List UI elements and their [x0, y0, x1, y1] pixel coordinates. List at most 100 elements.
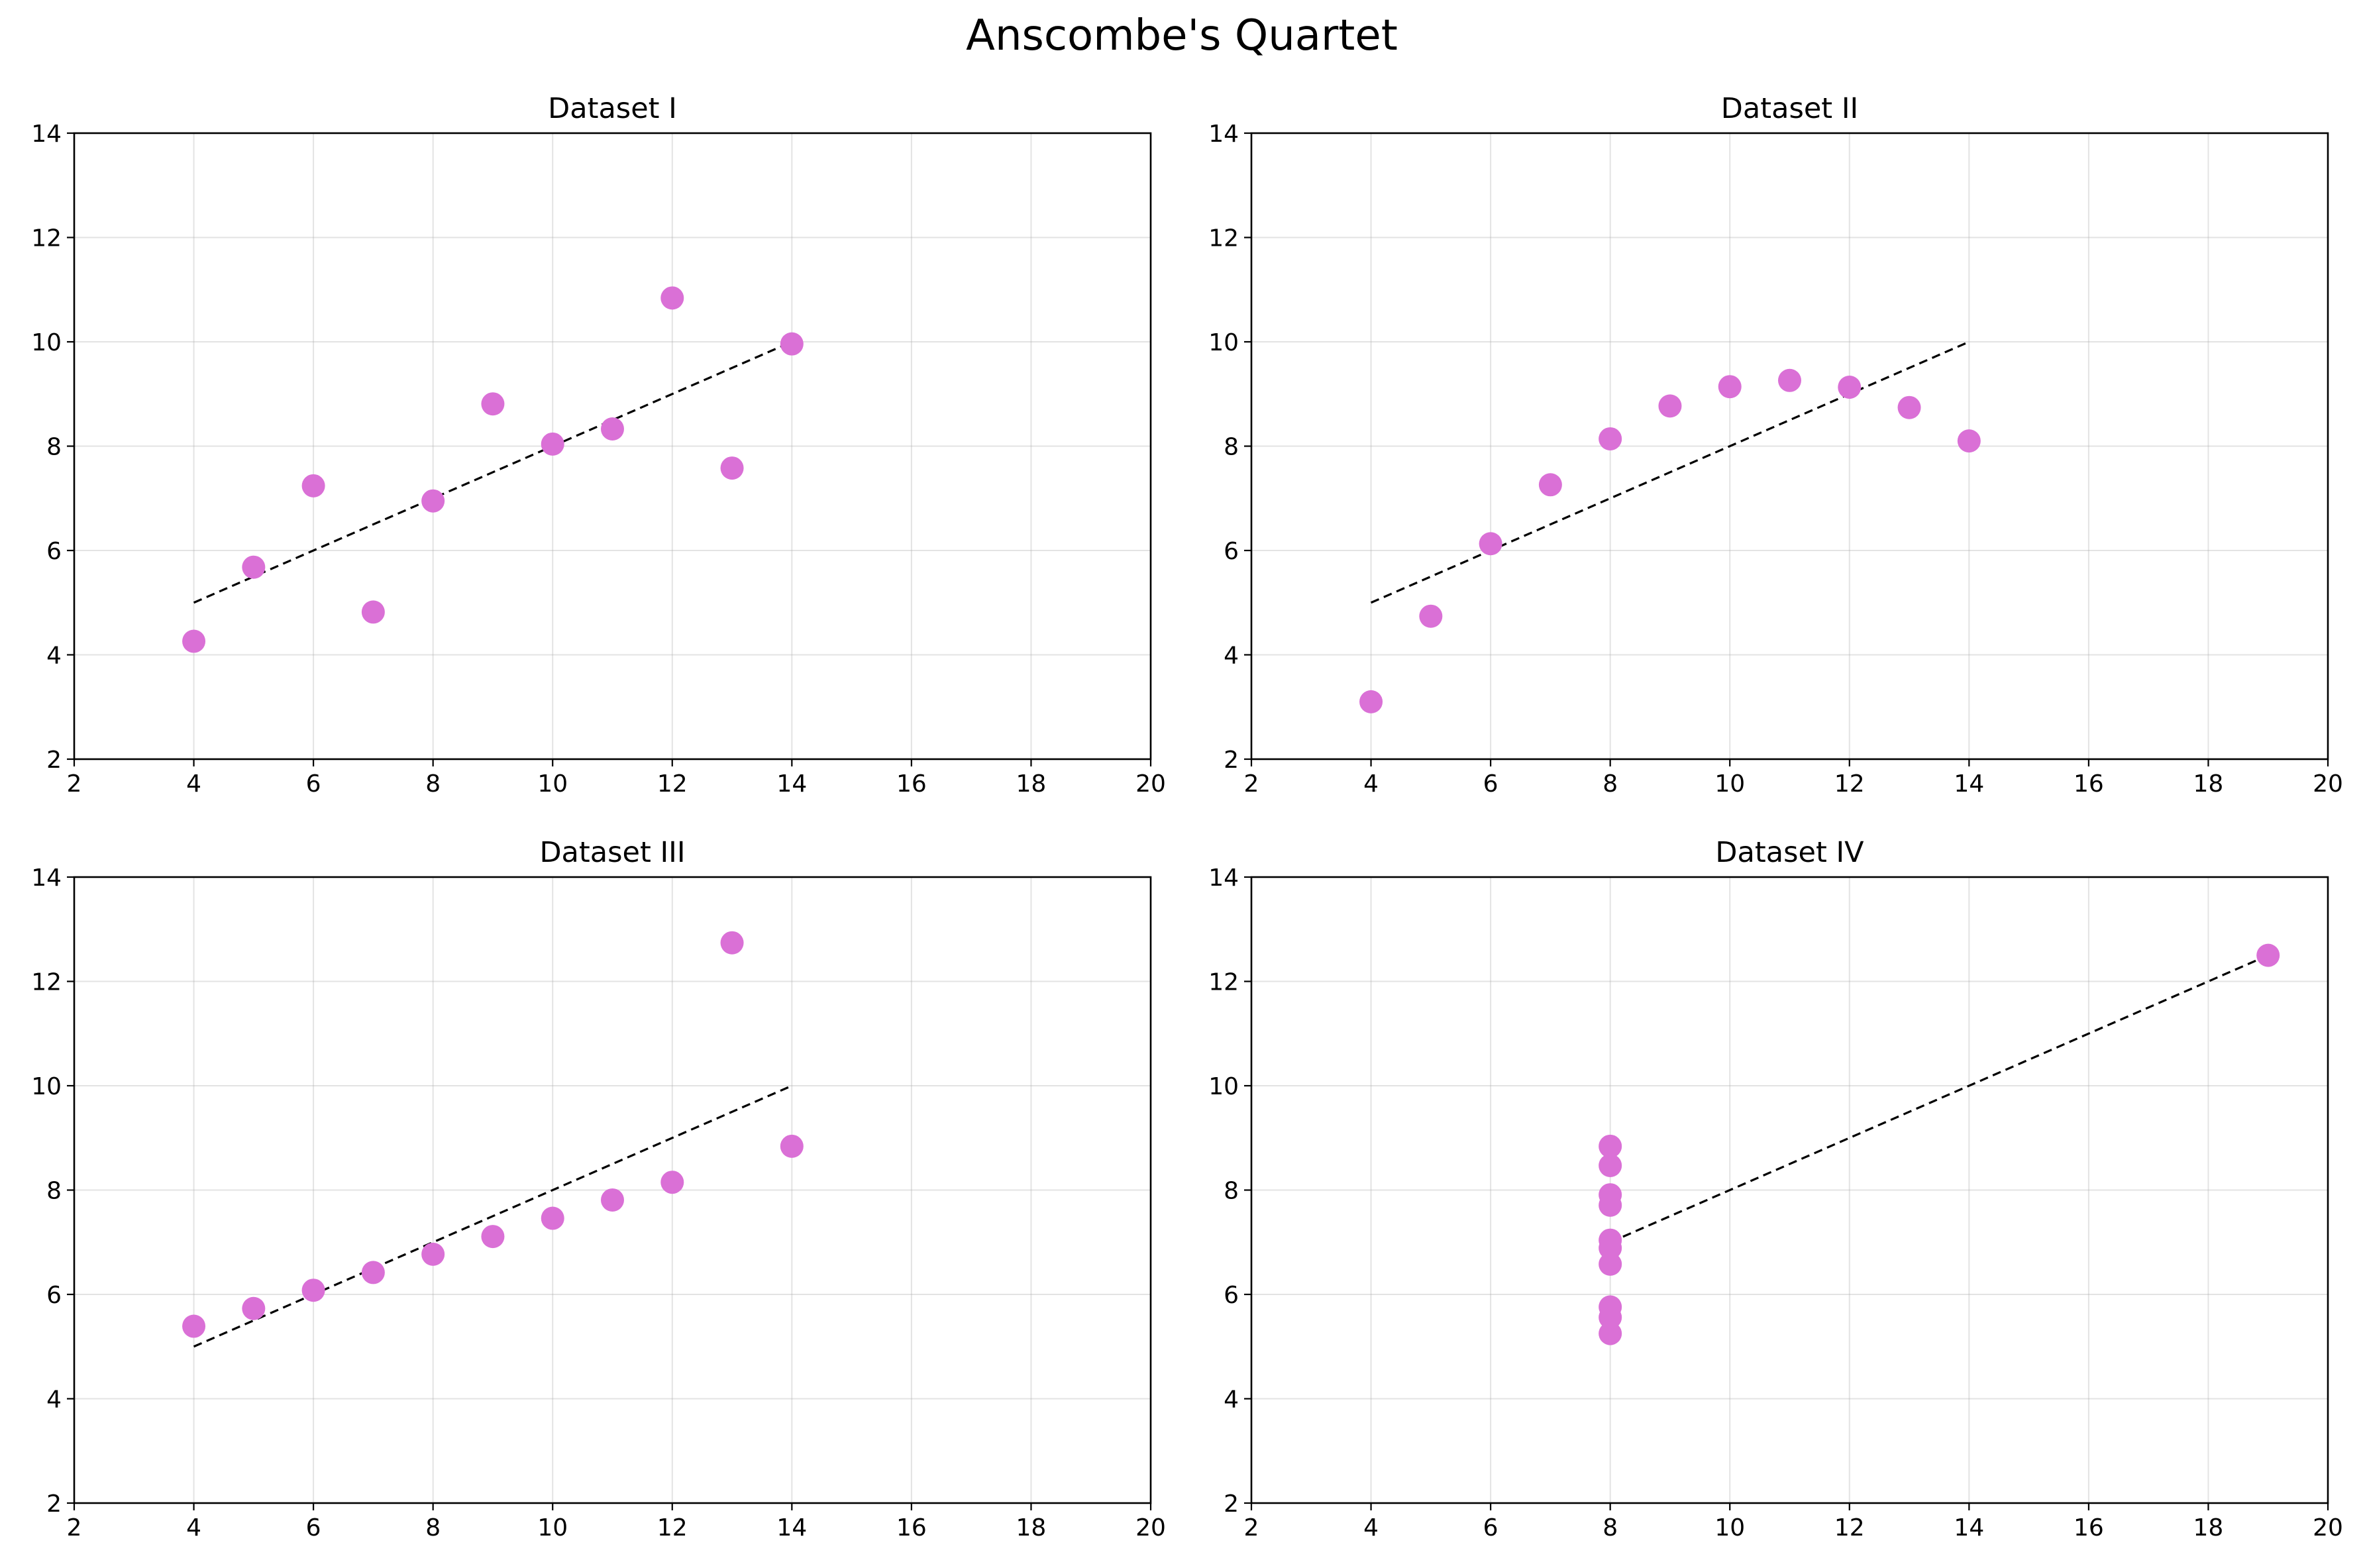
data-point	[1599, 1306, 1622, 1330]
data-point	[1599, 1134, 1622, 1158]
x-tick-label: 8	[425, 1514, 441, 1542]
x-tick-label: 10	[537, 1514, 568, 1542]
y-tick-label: 8	[46, 1178, 62, 1205]
x-tick-label: 4	[186, 770, 201, 798]
x-tick-label: 14	[1954, 1514, 1984, 1542]
data-point	[1599, 427, 1622, 450]
data-point	[660, 1171, 684, 1194]
y-tick-label: 2	[46, 747, 62, 774]
y-tick-label: 12	[1208, 225, 1239, 252]
x-tick-label: 6	[1483, 770, 1498, 798]
x-tick-label: 6	[306, 770, 321, 798]
y-tick-label: 14	[1208, 864, 1239, 892]
data-point	[780, 332, 804, 356]
y-tick-label: 4	[1224, 1386, 1239, 1414]
panel-3: 2 4 6 8 10 12 14 16 18 20 2 4 6 8 10 12 14 Dataset III	[31, 836, 1166, 1542]
x-tick-label: 18	[1016, 1514, 1047, 1542]
y-tick-label: 10	[31, 1073, 62, 1100]
data-point	[601, 1188, 624, 1212]
y-tick-label: 6	[1224, 538, 1239, 565]
data-point	[2256, 943, 2280, 967]
x-tick-label: 16	[2074, 1514, 2104, 1542]
panel-title: Dataset II	[1721, 92, 1858, 125]
x-tick-label: 8	[1603, 1514, 1618, 1542]
panel-title: Dataset III	[539, 836, 685, 869]
fit-line	[1610, 954, 2269, 1243]
data-point	[1599, 1236, 1622, 1260]
x-tick-label: 16	[2074, 770, 2104, 798]
x-tick-label: 20	[2313, 770, 2343, 798]
x-tick-label: 18	[2193, 770, 2224, 798]
data-point	[720, 456, 744, 480]
x-tick-label: 8	[425, 770, 441, 798]
x-tick-label: 20	[1135, 1514, 1166, 1542]
panel-1: 2 4 6 8 10 12 14 16 18 20 2 4 6 8 10 12 14 Dataset I	[31, 92, 1166, 798]
data-point	[361, 1261, 385, 1284]
x-tick-label: 16	[896, 770, 927, 798]
data-point	[1718, 375, 1742, 399]
data-point	[1479, 532, 1502, 556]
panel-4: 2 4 6 8 10 12 14 16 18 20 2 4 6 8 10 12 14 Dataset IV	[1208, 836, 2343, 1542]
x-tick-label: 20	[1135, 770, 1166, 798]
y-tick-label: 6	[1224, 1282, 1239, 1309]
data-point	[601, 417, 624, 441]
data-point	[1658, 394, 1682, 418]
y-tick-label: 2	[46, 1490, 62, 1518]
x-tick-label: 18	[1016, 770, 1047, 798]
data-point	[361, 600, 385, 624]
data-point	[541, 1206, 564, 1230]
fit-line	[193, 340, 792, 604]
y-tick-label: 14	[31, 121, 62, 148]
y-tick-label: 12	[31, 969, 62, 996]
y-tick-label: 8	[1224, 434, 1239, 461]
y-tick-label: 2	[1224, 1490, 1239, 1518]
y-tick-label: 14	[1208, 121, 1239, 148]
panel-2: 2 4 6 8 10 12 14 16 18 20 2 4 6 8 10 12 14 Dataset II	[1208, 92, 2343, 798]
data-point	[1419, 604, 1443, 628]
data-point	[1538, 473, 1562, 497]
fit-line	[193, 1084, 792, 1348]
data-point	[1897, 395, 1921, 419]
x-tick-label: 4	[1363, 1514, 1379, 1542]
data-point	[242, 555, 266, 579]
x-tick-label: 2	[67, 770, 82, 798]
panel-title: Dataset I	[548, 92, 677, 125]
x-tick-label: 6	[306, 1514, 321, 1542]
x-tick-label: 2	[1244, 770, 1259, 798]
data-point	[541, 432, 564, 456]
y-tick-label: 4	[46, 643, 62, 670]
x-tick-label: 18	[2193, 1514, 2224, 1542]
y-tick-label: 10	[31, 329, 62, 356]
fit-line	[1370, 340, 1970, 604]
y-tick-label: 14	[31, 864, 62, 892]
data-point	[242, 1296, 266, 1320]
data-point	[1599, 1153, 1622, 1177]
y-tick-label: 6	[46, 1282, 62, 1309]
data-point	[421, 489, 445, 513]
data-point	[182, 629, 206, 653]
x-tick-label: 4	[186, 1514, 201, 1542]
x-tick-label: 12	[657, 770, 688, 798]
data-point	[1778, 368, 1801, 392]
panels-group: 2 4 6 8 10 12 14 16 18 20 2 4 6 8 10 12 14 Dataset I 2 4 6 8 1…	[31, 92, 2343, 1542]
data-point	[1599, 1183, 1622, 1207]
x-tick-label: 14	[776, 770, 807, 798]
x-tick-label: 14	[1954, 770, 1984, 798]
x-tick-label: 12	[657, 1514, 688, 1542]
data-point	[1359, 690, 1383, 713]
data-point	[1957, 429, 1981, 453]
data-point	[1599, 1322, 1622, 1345]
x-tick-label: 10	[1714, 1514, 1745, 1542]
data-point	[421, 1242, 445, 1266]
data-point	[301, 474, 325, 497]
y-tick-label: 8	[1224, 1178, 1239, 1205]
y-tick-label: 2	[1224, 747, 1239, 774]
x-tick-label: 4	[1363, 770, 1379, 798]
data-point	[301, 1279, 325, 1302]
x-tick-label: 20	[2313, 1514, 2343, 1542]
x-tick-label: 16	[896, 1514, 927, 1542]
x-tick-label: 14	[776, 1514, 807, 1542]
data-point	[720, 931, 744, 955]
x-tick-label: 2	[1244, 1514, 1259, 1542]
